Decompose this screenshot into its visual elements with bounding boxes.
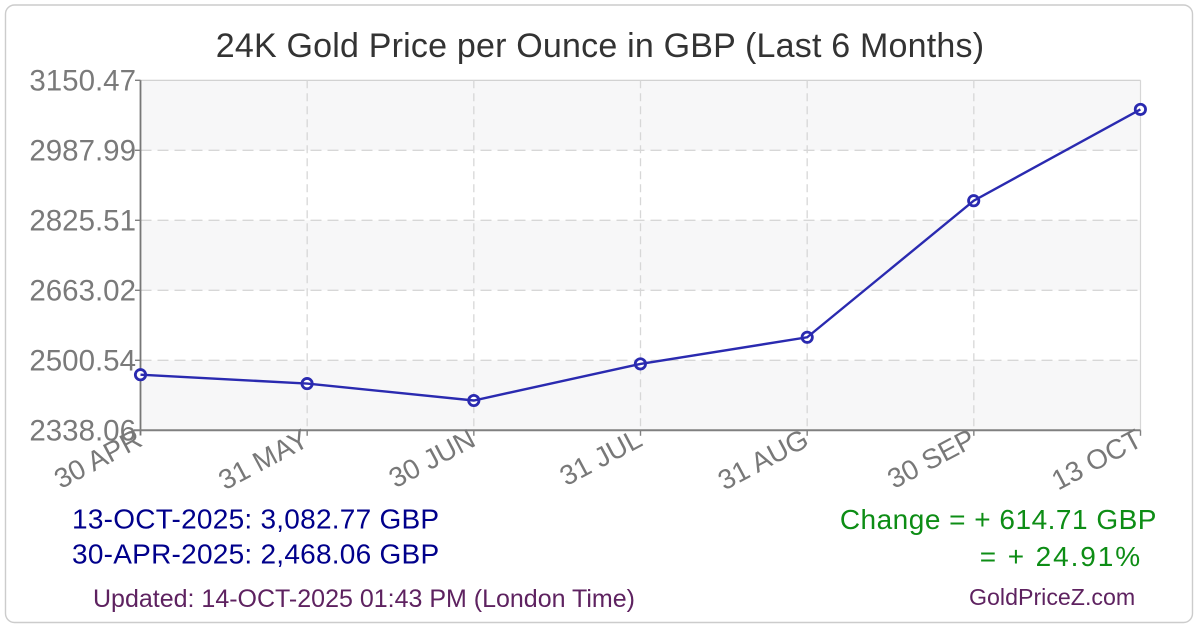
svg-text:2663.02: 2663.02 bbox=[29, 274, 136, 307]
svg-text:= + 24.91%: = + 24.91% bbox=[980, 541, 1142, 572]
svg-text:Updated: 14-OCT-2025 01:43 PM: Updated: 14-OCT-2025 01:43 PM (London Ti… bbox=[93, 585, 635, 613]
svg-text:3150.47: 3150.47 bbox=[29, 64, 136, 97]
svg-text:30-APR-2025: 2,468.06 GBP: 30-APR-2025: 2,468.06 GBP bbox=[72, 539, 439, 570]
svg-text:24K Gold Price per Ounce in GB: 24K Gold Price per Ounce in GBP (Last 6 … bbox=[216, 27, 984, 65]
svg-text:2500.54: 2500.54 bbox=[29, 344, 136, 377]
svg-text:13-OCT-2025: 3,082.77 GBP: 13-OCT-2025: 3,082.77 GBP bbox=[72, 504, 439, 535]
svg-text:GoldPriceZ.com: GoldPriceZ.com bbox=[969, 584, 1135, 610]
svg-text:2987.99: 2987.99 bbox=[29, 134, 136, 167]
svg-text:2825.51: 2825.51 bbox=[29, 204, 136, 237]
svg-text:Change = + 614.71 GBP: Change = + 614.71 GBP bbox=[840, 504, 1157, 535]
svg-text:2338.06: 2338.06 bbox=[29, 414, 136, 447]
